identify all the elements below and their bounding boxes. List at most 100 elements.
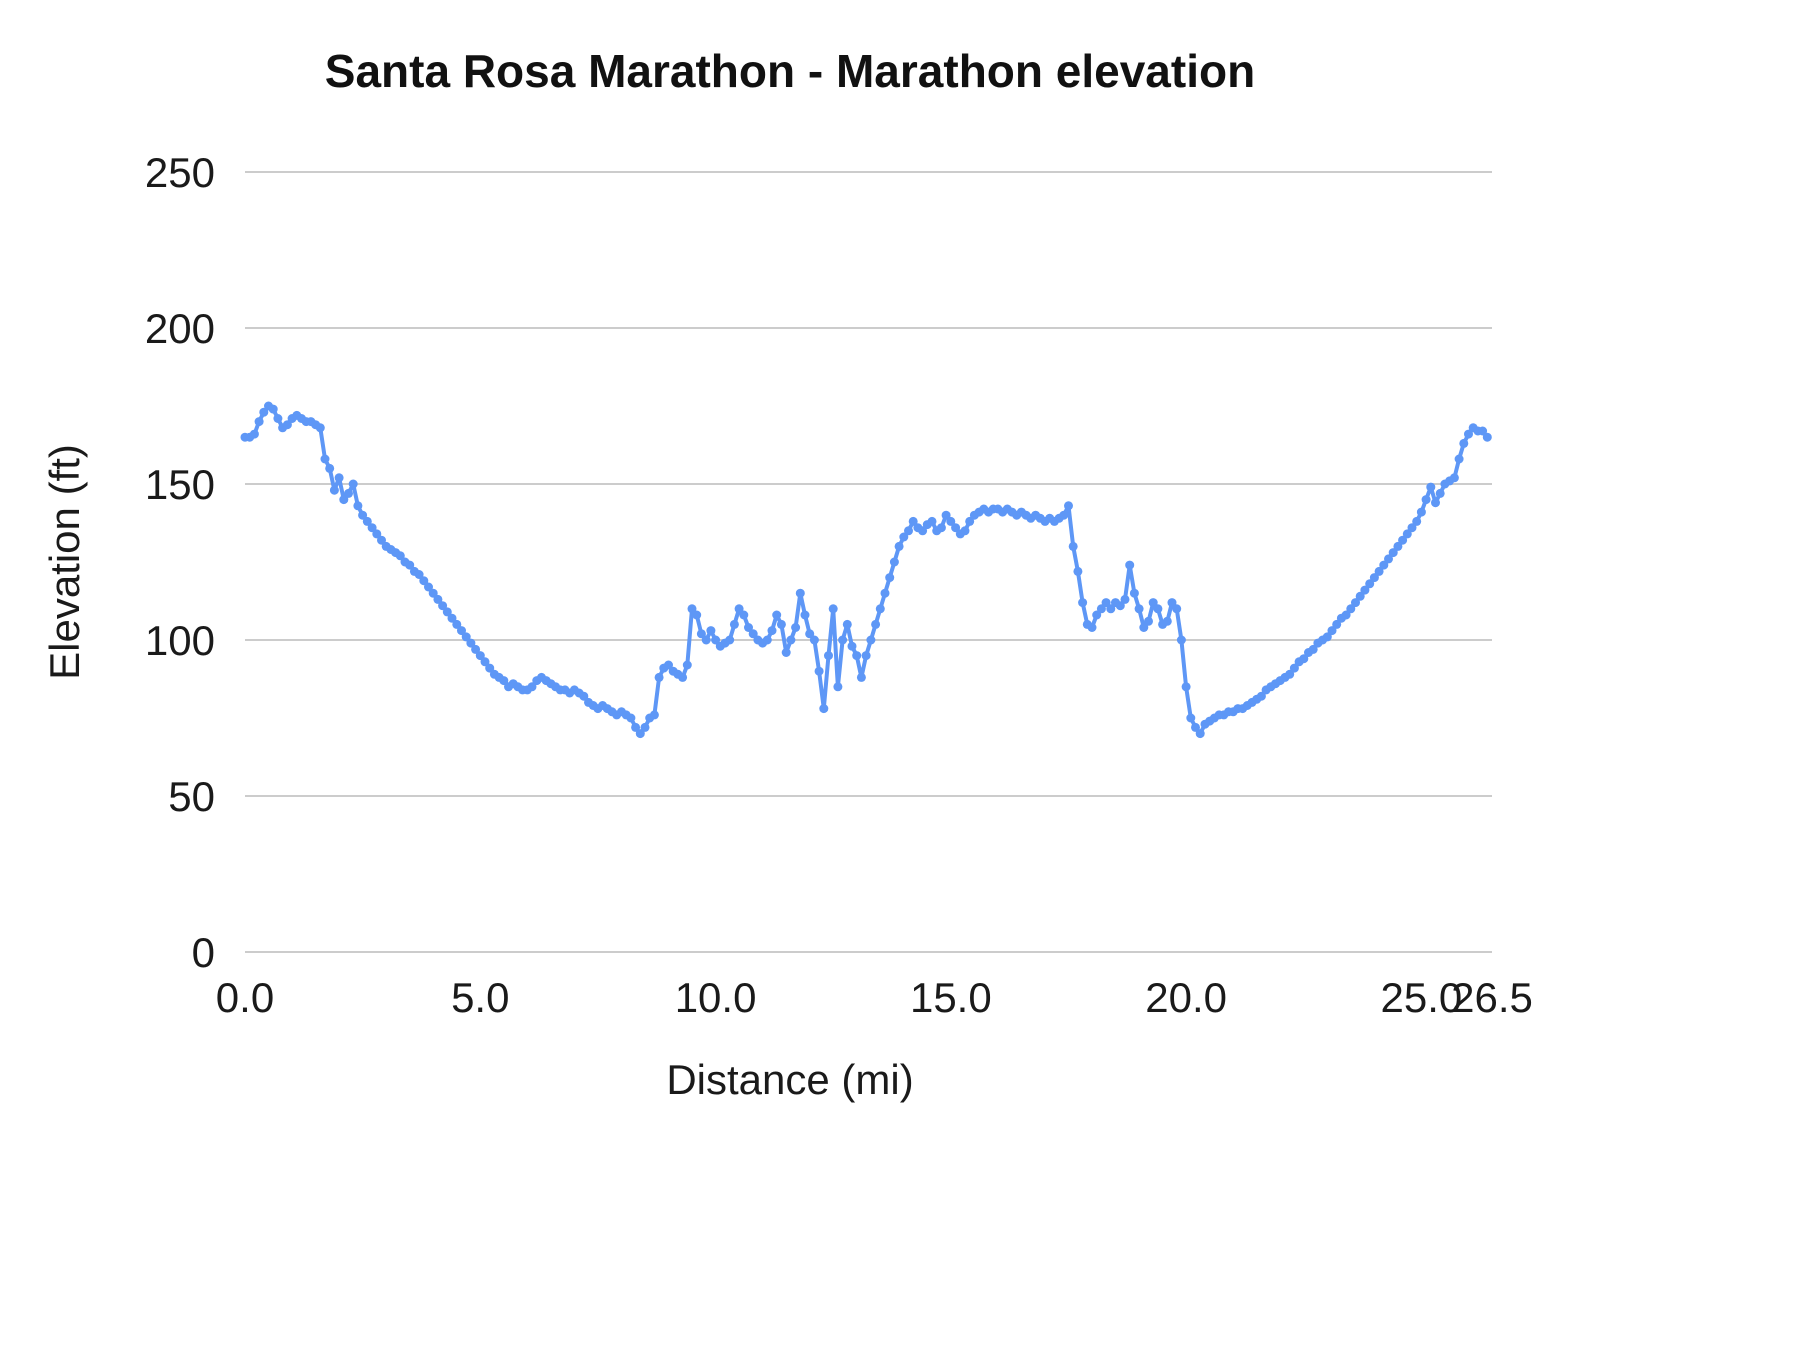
data-point — [936, 523, 946, 533]
data-point — [1449, 473, 1459, 483]
data-point — [875, 604, 885, 614]
x-tick-label: 15.0 — [910, 974, 992, 1021]
data-point — [654, 672, 664, 682]
data-point — [852, 651, 862, 661]
data-point — [1299, 654, 1309, 664]
y-tick-label: 200 — [145, 305, 215, 352]
data-point — [696, 629, 706, 639]
data-point — [838, 635, 848, 645]
data-point — [805, 629, 815, 639]
data-point — [725, 635, 735, 645]
data-point — [1332, 619, 1342, 629]
data-point — [1153, 604, 1163, 614]
data-point — [885, 573, 895, 583]
data-point — [1181, 682, 1191, 692]
x-tick-label: 5.0 — [451, 974, 509, 1021]
data-point — [1289, 663, 1299, 673]
data-point — [739, 610, 749, 620]
data-point — [1431, 498, 1440, 508]
data-point — [1365, 579, 1375, 589]
data-point — [1148, 598, 1158, 608]
data-point — [1388, 548, 1398, 558]
data-point — [918, 526, 928, 536]
data-point — [254, 417, 264, 427]
data-point — [1327, 626, 1337, 636]
data-point — [701, 635, 711, 645]
x-tick-label: 10.0 — [675, 974, 757, 1021]
data-point — [866, 635, 876, 645]
data-point — [367, 523, 377, 533]
data-point — [1374, 566, 1384, 576]
data-point — [419, 576, 429, 586]
data-point — [1139, 623, 1149, 632]
data-point — [748, 629, 758, 639]
data-point — [1379, 560, 1389, 570]
data-point — [1285, 669, 1295, 679]
data-point — [480, 657, 490, 667]
data-point — [941, 510, 951, 520]
data-point — [786, 635, 796, 645]
data-point — [329, 485, 339, 495]
data-point — [527, 682, 537, 692]
data-point — [795, 588, 805, 598]
data-point — [729, 619, 739, 629]
data-point — [405, 560, 415, 570]
data-point — [626, 713, 636, 723]
data-point — [438, 601, 448, 611]
data-point — [1167, 598, 1177, 608]
data-point — [1059, 510, 1069, 520]
data-point — [442, 607, 452, 617]
data-point — [814, 666, 824, 676]
data-point — [414, 570, 424, 579]
data-point — [499, 676, 509, 686]
data-point — [800, 610, 810, 620]
data-point — [1186, 713, 1196, 723]
data-point — [315, 423, 325, 433]
data-point — [344, 488, 353, 498]
data-point — [466, 638, 476, 648]
data-point — [833, 682, 843, 692]
data-point — [1426, 482, 1436, 492]
data-point — [1402, 529, 1412, 539]
data-point — [353, 501, 363, 511]
data-point — [1144, 616, 1153, 626]
data-point — [273, 414, 283, 423]
data-point — [249, 429, 259, 439]
data-point — [1176, 635, 1186, 645]
data-point — [1195, 729, 1205, 739]
data-point — [1384, 554, 1393, 564]
data-point — [1064, 501, 1073, 511]
x-tick-label: 25.0 — [1381, 974, 1463, 1021]
data-point — [1346, 604, 1356, 614]
y-tick-label: 150 — [145, 461, 215, 508]
data-point — [762, 635, 772, 645]
data-point — [899, 532, 909, 542]
data-point — [1115, 601, 1125, 611]
data-point — [1120, 594, 1130, 604]
data-point — [1464, 429, 1473, 439]
data-point — [828, 604, 838, 614]
data-point — [706, 626, 716, 636]
data-point — [475, 651, 485, 661]
data-point — [433, 594, 443, 604]
data-point — [908, 516, 918, 526]
data-point — [461, 632, 471, 642]
data-point — [1068, 541, 1078, 551]
data-point — [1106, 604, 1116, 614]
data-point — [1162, 616, 1172, 626]
data-point — [960, 526, 970, 536]
data-point — [1308, 644, 1318, 654]
data-point — [579, 691, 589, 701]
data-point — [776, 619, 786, 629]
data-point — [1369, 573, 1379, 583]
data-point — [692, 610, 702, 620]
data-point — [358, 510, 368, 520]
data-point — [259, 407, 269, 417]
data-point — [682, 660, 692, 670]
data-point — [372, 529, 382, 539]
data-point — [842, 619, 852, 629]
data-point — [334, 473, 344, 483]
y-tick-label: 250 — [145, 149, 215, 196]
data-point — [871, 619, 881, 629]
